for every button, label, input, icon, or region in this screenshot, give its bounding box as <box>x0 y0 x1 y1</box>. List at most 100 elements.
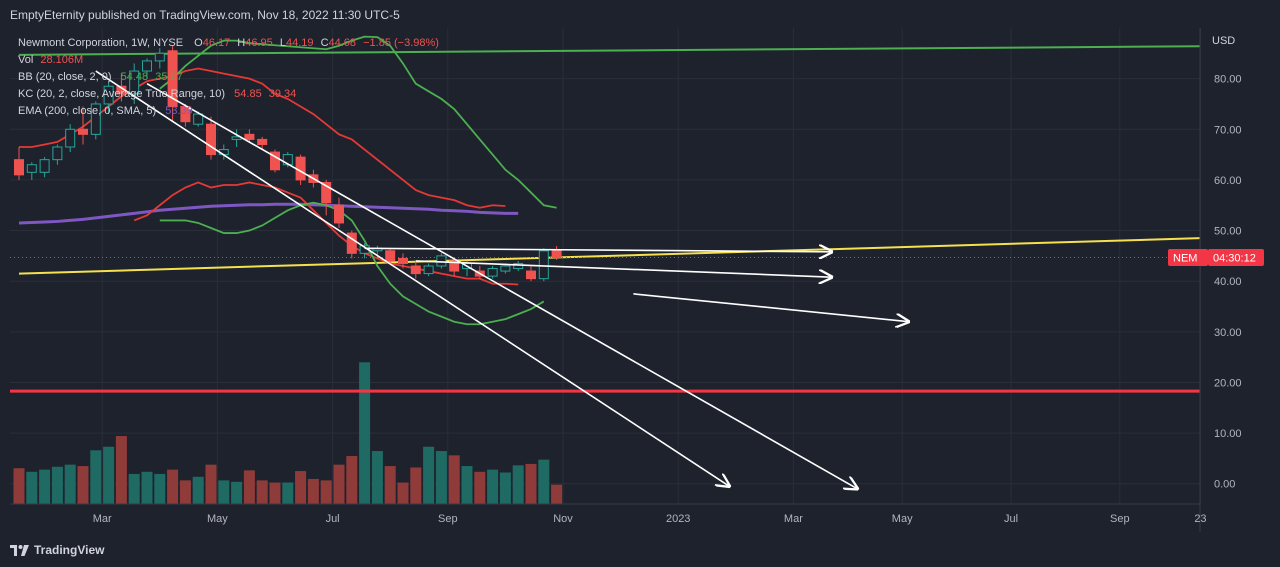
tradingview-logo-icon <box>10 545 29 556</box>
chart-legend: Newmont Corporation, 1W, NYSE O46.17 H46… <box>18 37 439 117</box>
candle-body <box>410 265 421 275</box>
trend-arrow <box>633 293 908 322</box>
volume-bar <box>128 473 140 504</box>
candle-body <box>142 60 152 72</box>
volume-bar <box>346 456 358 504</box>
volume-bar <box>461 466 473 504</box>
time-tick-label: 2023 <box>666 513 690 525</box>
volume-bar <box>205 464 217 504</box>
price-tick-label: 70.00 <box>1214 124 1242 136</box>
volume-bar <box>39 469 51 504</box>
time-tick-label: Sep <box>438 513 458 525</box>
volume-bar <box>243 470 255 504</box>
candle-body <box>90 103 101 135</box>
candle-body <box>398 257 408 264</box>
candle-body <box>487 268 498 277</box>
candle-body <box>513 262 524 270</box>
price-chart[interactable]: 80.00 70.00 60.00 50.00 40.00 30.00 20.00 10.00… <box>10 28 1270 532</box>
candle-body <box>500 265 511 272</box>
volume-bar <box>256 480 268 504</box>
candle-body <box>14 159 24 176</box>
candle-body <box>129 70 140 95</box>
footer: TradingView <box>10 541 104 559</box>
publisher-text: EmptyEternity published on TradingView.c… <box>10 8 400 22</box>
volume-bar <box>282 482 294 504</box>
legend-ema[interactable]: EMA (200, close, 0, SMA, 5) 53.39 <box>18 105 193 117</box>
price-tick-label: 10.00 <box>1214 428 1242 440</box>
trend-arrow <box>146 83 857 489</box>
candle-body <box>52 146 63 161</box>
candle-body <box>538 250 549 280</box>
time-tick-label: Nov <box>553 513 573 525</box>
svg-text:NEM: NEM <box>1173 252 1197 264</box>
volume-bar <box>218 480 230 504</box>
candle-body <box>449 260 460 272</box>
resistance-line <box>18 45 1201 56</box>
legend-kc[interactable]: KC (20, 2, close, Average True Range, 10… <box>18 88 296 100</box>
candle-body <box>346 232 357 254</box>
volume-bar <box>26 471 38 504</box>
time-tick-label: Mar <box>784 513 803 525</box>
volume-bar <box>435 451 447 504</box>
volume-bar <box>359 362 371 504</box>
candle-body <box>103 85 114 105</box>
volume-bar <box>320 480 332 504</box>
chart-area[interactable]: 80.00 70.00 60.00 50.00 40.00 30.00 20.00 10.00… <box>10 28 1270 532</box>
candle-body <box>385 250 396 262</box>
price-tick-label: 20.00 <box>1214 377 1242 389</box>
volume-bar <box>77 466 89 504</box>
publish-bar: EmptyEternity published on TradingView.c… <box>0 0 1280 28</box>
volume-bar <box>64 464 76 504</box>
time-axis: Mar May Jul Sep Nov 2023 Mar May Jul Sep 23 <box>93 513 1207 525</box>
trend-arrow <box>415 260 832 277</box>
volume-bar <box>448 455 460 504</box>
candle-body <box>270 151 280 171</box>
volume-bar <box>154 473 166 504</box>
candle-body <box>78 128 88 135</box>
ema-200-line <box>18 202 519 225</box>
volume-bar <box>538 459 550 504</box>
trend-arrow <box>95 70 730 486</box>
volume-bar <box>384 466 396 504</box>
volume-bar <box>167 469 179 504</box>
price-axis: 80.00 70.00 60.00 50.00 40.00 30.00 20.00 10.00… <box>1214 74 1242 491</box>
candle-body <box>154 52 165 62</box>
time-tick-label: Jul <box>326 513 340 525</box>
drawn-arrows <box>95 70 909 489</box>
volume-bar <box>487 469 499 504</box>
volume-bar <box>192 476 204 504</box>
trend-arrow <box>364 248 832 252</box>
candle-body <box>244 133 255 140</box>
time-tick-label: 23 <box>1194 513 1206 525</box>
price-tick-label: 0.00 <box>1214 479 1235 491</box>
candle-body <box>193 113 204 125</box>
candle-body <box>321 181 332 204</box>
candlesticks <box>14 45 562 282</box>
bb-upper-band <box>159 35 557 209</box>
volume-bar <box>512 465 524 504</box>
time-tick-label: May <box>207 513 228 525</box>
candle-body <box>295 156 306 181</box>
candle-body <box>551 249 562 258</box>
volume-bar <box>410 467 422 504</box>
currency-label: USD <box>1212 35 1235 47</box>
volume-bar <box>551 484 563 504</box>
legend-bb[interactable]: BB (20, close, 2, 0) 54.48 35.67 <box>18 71 183 83</box>
volume-bar <box>51 466 63 504</box>
volume-bar <box>397 482 409 504</box>
volume-bar <box>371 451 383 504</box>
volume-bar <box>269 482 281 504</box>
legend-symbol[interactable]: Newmont Corporation, 1W, NYSE O46.17 H46… <box>18 37 439 49</box>
svg-text:04:30:12: 04:30:12 <box>1213 252 1256 264</box>
drawn-lines <box>10 45 1201 393</box>
ticker-badge: NEM 04:30:12 <box>1168 248 1264 266</box>
volume-bar <box>295 471 307 504</box>
volume-bar <box>103 446 115 504</box>
candle-body <box>65 128 76 148</box>
volume-bar <box>499 472 511 504</box>
legend-volume[interactable]: Vol 28.106M <box>18 54 83 66</box>
volume-bar <box>231 481 243 504</box>
volume-bar <box>307 478 319 504</box>
price-tick-label: 40.00 <box>1214 276 1242 288</box>
candle-body <box>436 255 447 267</box>
